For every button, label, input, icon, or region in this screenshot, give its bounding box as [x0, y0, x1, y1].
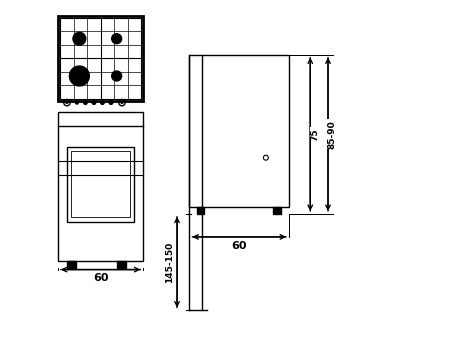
Circle shape	[69, 66, 89, 86]
Circle shape	[121, 102, 123, 103]
Bar	[58, 111, 143, 261]
Circle shape	[112, 34, 122, 44]
Circle shape	[92, 101, 96, 105]
Circle shape	[66, 102, 68, 103]
Bar	[273, 207, 281, 214]
Bar	[60, 18, 141, 99]
Bar	[58, 16, 143, 101]
Bar	[197, 207, 204, 214]
Text: 60: 60	[231, 241, 247, 251]
Text: 60: 60	[93, 274, 108, 284]
Text: 145-150: 145-150	[165, 242, 174, 283]
Circle shape	[112, 71, 122, 81]
Circle shape	[101, 101, 104, 105]
Circle shape	[109, 101, 113, 105]
Text: 85-90: 85-90	[328, 120, 337, 149]
Text: 75: 75	[310, 128, 319, 141]
Circle shape	[84, 101, 87, 105]
Circle shape	[76, 101, 78, 104]
Bar	[117, 261, 126, 268]
Bar	[71, 151, 130, 217]
Bar	[67, 261, 76, 268]
Bar	[189, 55, 289, 207]
Circle shape	[73, 32, 86, 45]
Bar	[67, 147, 135, 222]
